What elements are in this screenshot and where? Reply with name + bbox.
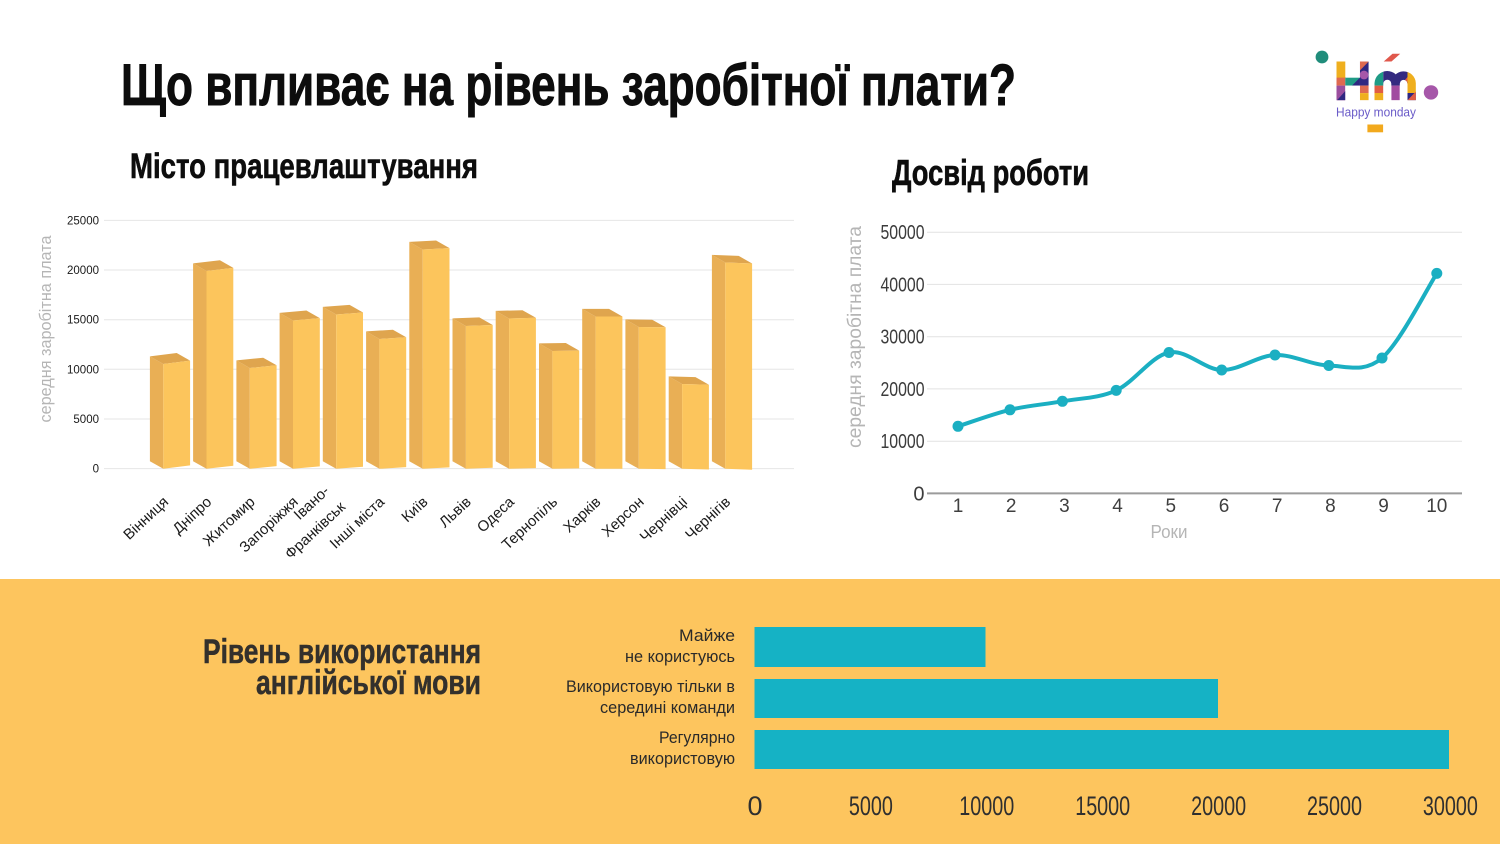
- svg-text:0: 0: [747, 791, 762, 821]
- svg-text:Майже: Майже: [679, 626, 735, 645]
- svg-text:середині команди: середині команди: [600, 698, 735, 717]
- svg-text:англійської мови: англійської мови: [256, 664, 481, 702]
- svg-text:Happy monday: Happy monday: [1336, 106, 1417, 120]
- svg-text:використовую: використовую: [630, 749, 735, 768]
- svg-text:10000: 10000: [67, 364, 99, 376]
- svg-text:Чернігів: Чернігів: [682, 493, 734, 543]
- svg-text:9: 9: [1378, 496, 1389, 517]
- svg-text:7: 7: [1272, 496, 1283, 517]
- svg-text:5000: 5000: [849, 791, 893, 821]
- svg-text:30000: 30000: [881, 327, 925, 349]
- svg-text:15000: 15000: [1075, 791, 1130, 821]
- svg-text:Харків: Харків: [560, 493, 604, 536]
- svg-text:8: 8: [1325, 496, 1336, 517]
- svg-text:2: 2: [1006, 496, 1017, 517]
- svg-text:Використовую тільки в: Використовую тільки в: [566, 677, 735, 696]
- svg-text:Рівень використання: Рівень використання: [203, 633, 481, 671]
- svg-text:5000: 5000: [73, 414, 99, 426]
- svg-text:25000: 25000: [1307, 791, 1362, 821]
- svg-text:Роки: Роки: [1151, 522, 1188, 542]
- svg-text:середня заробітна плата: середня заробітна плата: [36, 235, 55, 423]
- svg-text:Досвід роботи: Досвід роботи: [892, 152, 1089, 193]
- svg-text:5: 5: [1166, 496, 1177, 517]
- svg-text:40000: 40000: [881, 274, 925, 296]
- svg-text:Місто працевлаштування: Місто працевлаштування: [130, 147, 478, 186]
- svg-text:Чернівці: Чернівці: [637, 493, 691, 545]
- svg-text:3: 3: [1059, 496, 1070, 517]
- svg-text:Львів: Львів: [436, 493, 475, 531]
- svg-text:не користуюсь: не користуюсь: [625, 647, 735, 666]
- svg-text:середня заробітна плата: середня заробітна плата: [845, 226, 866, 448]
- svg-text:20000: 20000: [1191, 791, 1246, 821]
- svg-text:1: 1: [953, 496, 964, 517]
- svg-text:Що впливає на рівень заробітно: Що впливає на рівень заробітної плати?: [121, 53, 1016, 118]
- svg-text:10: 10: [1426, 496, 1447, 517]
- svg-text:10000: 10000: [959, 791, 1014, 821]
- svg-text:20000: 20000: [881, 379, 925, 401]
- svg-text:20000: 20000: [67, 265, 99, 277]
- svg-text:25000: 25000: [67, 215, 99, 227]
- svg-text:50000: 50000: [881, 222, 925, 244]
- svg-text:10000: 10000: [881, 431, 925, 453]
- svg-text:15000: 15000: [67, 315, 99, 327]
- svg-text:Київ: Київ: [398, 493, 431, 525]
- svg-text:0: 0: [913, 483, 924, 505]
- svg-text:Вінниця: Вінниця: [120, 493, 172, 543]
- svg-text:6: 6: [1219, 496, 1230, 517]
- svg-text:0: 0: [93, 464, 99, 476]
- svg-text:Регулярно: Регулярно: [659, 728, 735, 747]
- svg-text:4: 4: [1112, 496, 1123, 517]
- svg-text:30000: 30000: [1423, 791, 1478, 821]
